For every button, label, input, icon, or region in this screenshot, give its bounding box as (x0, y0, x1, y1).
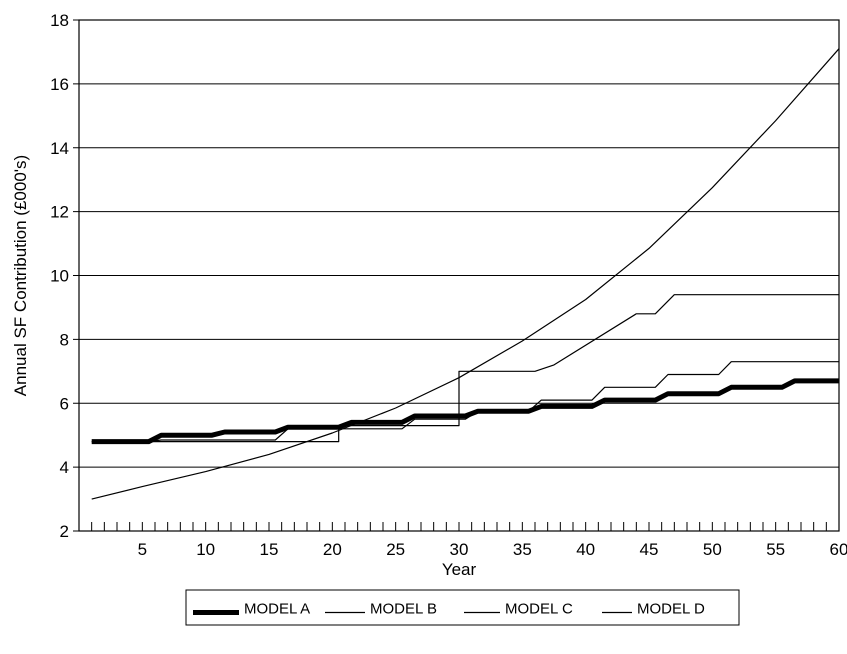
x-tick-label: 5 (138, 540, 147, 559)
y-tick-label: 6 (60, 394, 69, 413)
series-lines (91, 48, 840, 500)
x-tick-label: 45 (640, 540, 659, 559)
x-tick-label: 15 (260, 540, 279, 559)
axis-ticks: 2 4 6 8 10 12 14 16 18 5 10 15 20 25 30 35 40 45 50 55 60 (50, 11, 847, 559)
y-tick-label: 14 (50, 139, 69, 158)
legend: MODEL A MODEL B MODEL C MODEL D (185, 589, 740, 626)
x-tick-label: 30 (450, 540, 469, 559)
x-tick-label: 10 (196, 540, 215, 559)
x-tick-label: 60 (830, 540, 847, 559)
x-axis-label: Year (442, 560, 477, 579)
y-tick-label: 16 (50, 75, 69, 94)
x-tick-label: 55 (766, 540, 785, 559)
y-tick-label: 12 (50, 203, 69, 222)
y-tick-label: 10 (50, 267, 69, 286)
x-tick-label: 50 (703, 540, 722, 559)
legend-label: MODEL B (370, 601, 437, 618)
series-line-model-b (91, 361, 839, 443)
series-line-model-a (91, 378, 839, 445)
y-tick-label: 2 (60, 522, 69, 541)
y-tick-label: 8 (60, 330, 69, 349)
legend-label: MODEL A (244, 601, 310, 618)
legend-box (185, 589, 740, 626)
gridlines (79, 83, 839, 468)
x-tick-label: 25 (386, 540, 405, 559)
series-line-model-d (91, 48, 840, 500)
x-tick-label: 35 (513, 540, 532, 559)
legend-label: MODEL C (505, 601, 573, 618)
legend-label: MODEL D (637, 601, 705, 618)
y-tick-label: 4 (60, 458, 69, 477)
y-axis-label: Annual SF Contribution (£000's) (11, 155, 30, 396)
y-tick-label: 18 (50, 11, 69, 30)
x-tick-label: 20 (323, 540, 342, 559)
x-tick-label: 40 (576, 540, 595, 559)
